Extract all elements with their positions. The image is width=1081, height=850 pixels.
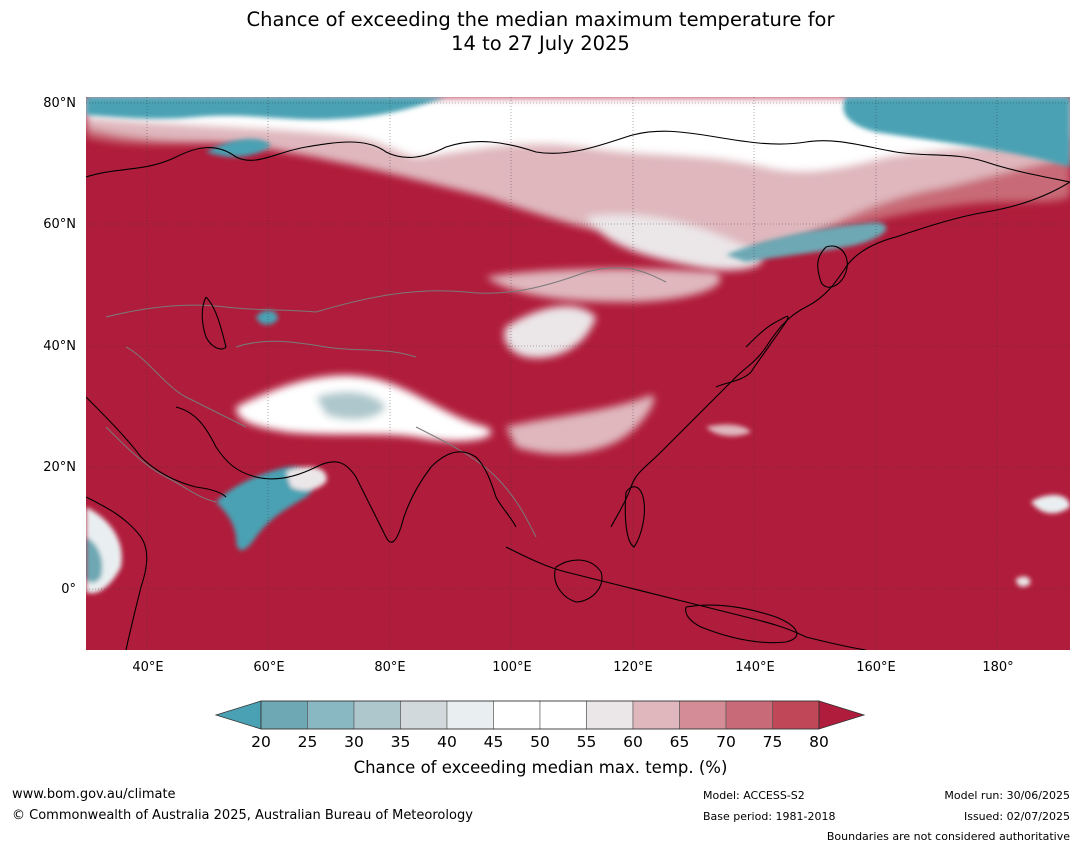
coast-south-asia (175, 406, 517, 543)
field-65-north-pacific (706, 424, 751, 437)
colorbar-segment-65-70 (679, 700, 727, 730)
field-60-mongolia (486, 268, 721, 302)
colorbar-high-extension (818, 700, 866, 730)
colorbar-tick-65: 65 (669, 733, 690, 751)
colorbar-segment-70-75 (725, 700, 773, 730)
issued-date: Issued: 02/07/2025 (963, 810, 1070, 823)
colorbar-tick-50: 50 (530, 733, 550, 751)
colorbar-tick-60: 60 (623, 733, 643, 751)
lon-label-40e: 40°E (132, 660, 164, 675)
colorbar-tick-20: 20 (251, 733, 271, 751)
colorbar-tick-55: 55 (576, 733, 597, 751)
probability-field (86, 97, 1070, 650)
model-name: Model: ACCESS-S2 (703, 789, 805, 802)
colorbar-tick-40: 40 (437, 733, 457, 751)
coast-borneo (554, 559, 603, 603)
colorbar-tick-70: 70 (716, 733, 736, 751)
coast-new-guinea (685, 604, 798, 644)
coast-pacific (610, 181, 1070, 528)
field-20-barents (86, 97, 446, 120)
colorbar-segment-40-45 (446, 700, 494, 730)
colorbar-tick-35: 35 (390, 733, 411, 751)
boundaries-disclaimer: Boundaries are not considered authoritat… (826, 830, 1070, 843)
field-20-novaya-zemlya (206, 138, 271, 157)
colorbar-segment-35-40 (400, 700, 448, 730)
colorbar-segment-75-80 (772, 700, 820, 730)
field-40-tibet (316, 391, 386, 420)
coastlines (86, 130, 1070, 650)
colorbar-low-extension (214, 700, 262, 730)
colorbar-tick-80: 80 (809, 733, 829, 751)
lat-label-40n: 40°N (43, 339, 76, 354)
coast-philippines (624, 486, 645, 548)
colorbar-segment-55-60 (586, 700, 634, 730)
coast-indonesia (505, 546, 867, 650)
coast-japan (715, 315, 789, 388)
lat-label-80n: 80°N (43, 96, 76, 111)
colorbar-segment-50-55 (539, 700, 587, 730)
copyright-text: © Commonwealth of Australia 2025, Austra… (12, 808, 473, 823)
country-boundaries (105, 267, 667, 538)
title-line-1: Chance of exceeding the median maximum t… (246, 8, 835, 31)
colorbar-tick-25: 25 (297, 733, 318, 751)
field-55-central-siberia (586, 214, 763, 271)
field-55-arabian-sea (286, 466, 327, 491)
lon-label-160e: 160°E (856, 660, 896, 675)
field-20-arabian-sea (216, 466, 317, 551)
colorbar-outline (260, 700, 820, 730)
lon-label-120e: 120°E (613, 660, 653, 675)
title-line-2: 14 to 27 July 2025 (451, 32, 630, 55)
colorbar-segment-20-25 (260, 700, 308, 730)
colorbar-segment-25-30 (307, 700, 355, 730)
field-25-africa (86, 537, 103, 583)
coast-arctic (86, 130, 1070, 183)
colorbar-segment-60-65 (632, 700, 680, 730)
lat-label-20n: 20°N (43, 460, 76, 475)
field-55-north-china (504, 306, 596, 358)
field-55-pacific-dot (1016, 576, 1031, 587)
lat-label-60n: 60°N (43, 217, 76, 232)
lon-label-140e: 140°E (735, 660, 775, 675)
base-period: Base period: 1981-2018 (703, 810, 836, 823)
colorbar-segment-30-35 (353, 700, 401, 730)
lat-label-0: 0° (61, 582, 76, 597)
field-25-okhotsk (726, 222, 887, 262)
lon-label-80e: 80°E (374, 660, 406, 675)
gridlines (86, 97, 1070, 650)
field-20-balkhash (256, 310, 278, 325)
colorbar-tick-45: 45 (483, 733, 504, 751)
lon-label-180: 180° (982, 660, 1014, 675)
lon-label-60e: 60°E (253, 660, 285, 675)
lon-label-100e: 100°E (492, 660, 532, 675)
field-45-pacific-east (1031, 495, 1070, 514)
coast-caspian (201, 296, 227, 350)
colorbar-tick-30: 30 (344, 733, 364, 751)
map-title: Chance of exceeding the median maximum t… (0, 8, 1081, 56)
colorbar-segment-45-50 (493, 700, 541, 730)
coast-africa (86, 496, 148, 650)
field-60-china (506, 395, 655, 454)
forecast-map (86, 97, 1070, 650)
colorbar-tick-75: 75 (762, 733, 783, 751)
coast-kamchatka (817, 245, 848, 288)
field-20-east-arctic (843, 97, 1070, 167)
colorbar-title: Chance of exceeding median max. temp. (%… (353, 758, 728, 777)
coast-arabia (86, 396, 227, 498)
website-link[interactable]: www.bom.gov.au/climate (12, 787, 176, 802)
model-run-date: Model run: 30/06/2025 (944, 789, 1070, 802)
